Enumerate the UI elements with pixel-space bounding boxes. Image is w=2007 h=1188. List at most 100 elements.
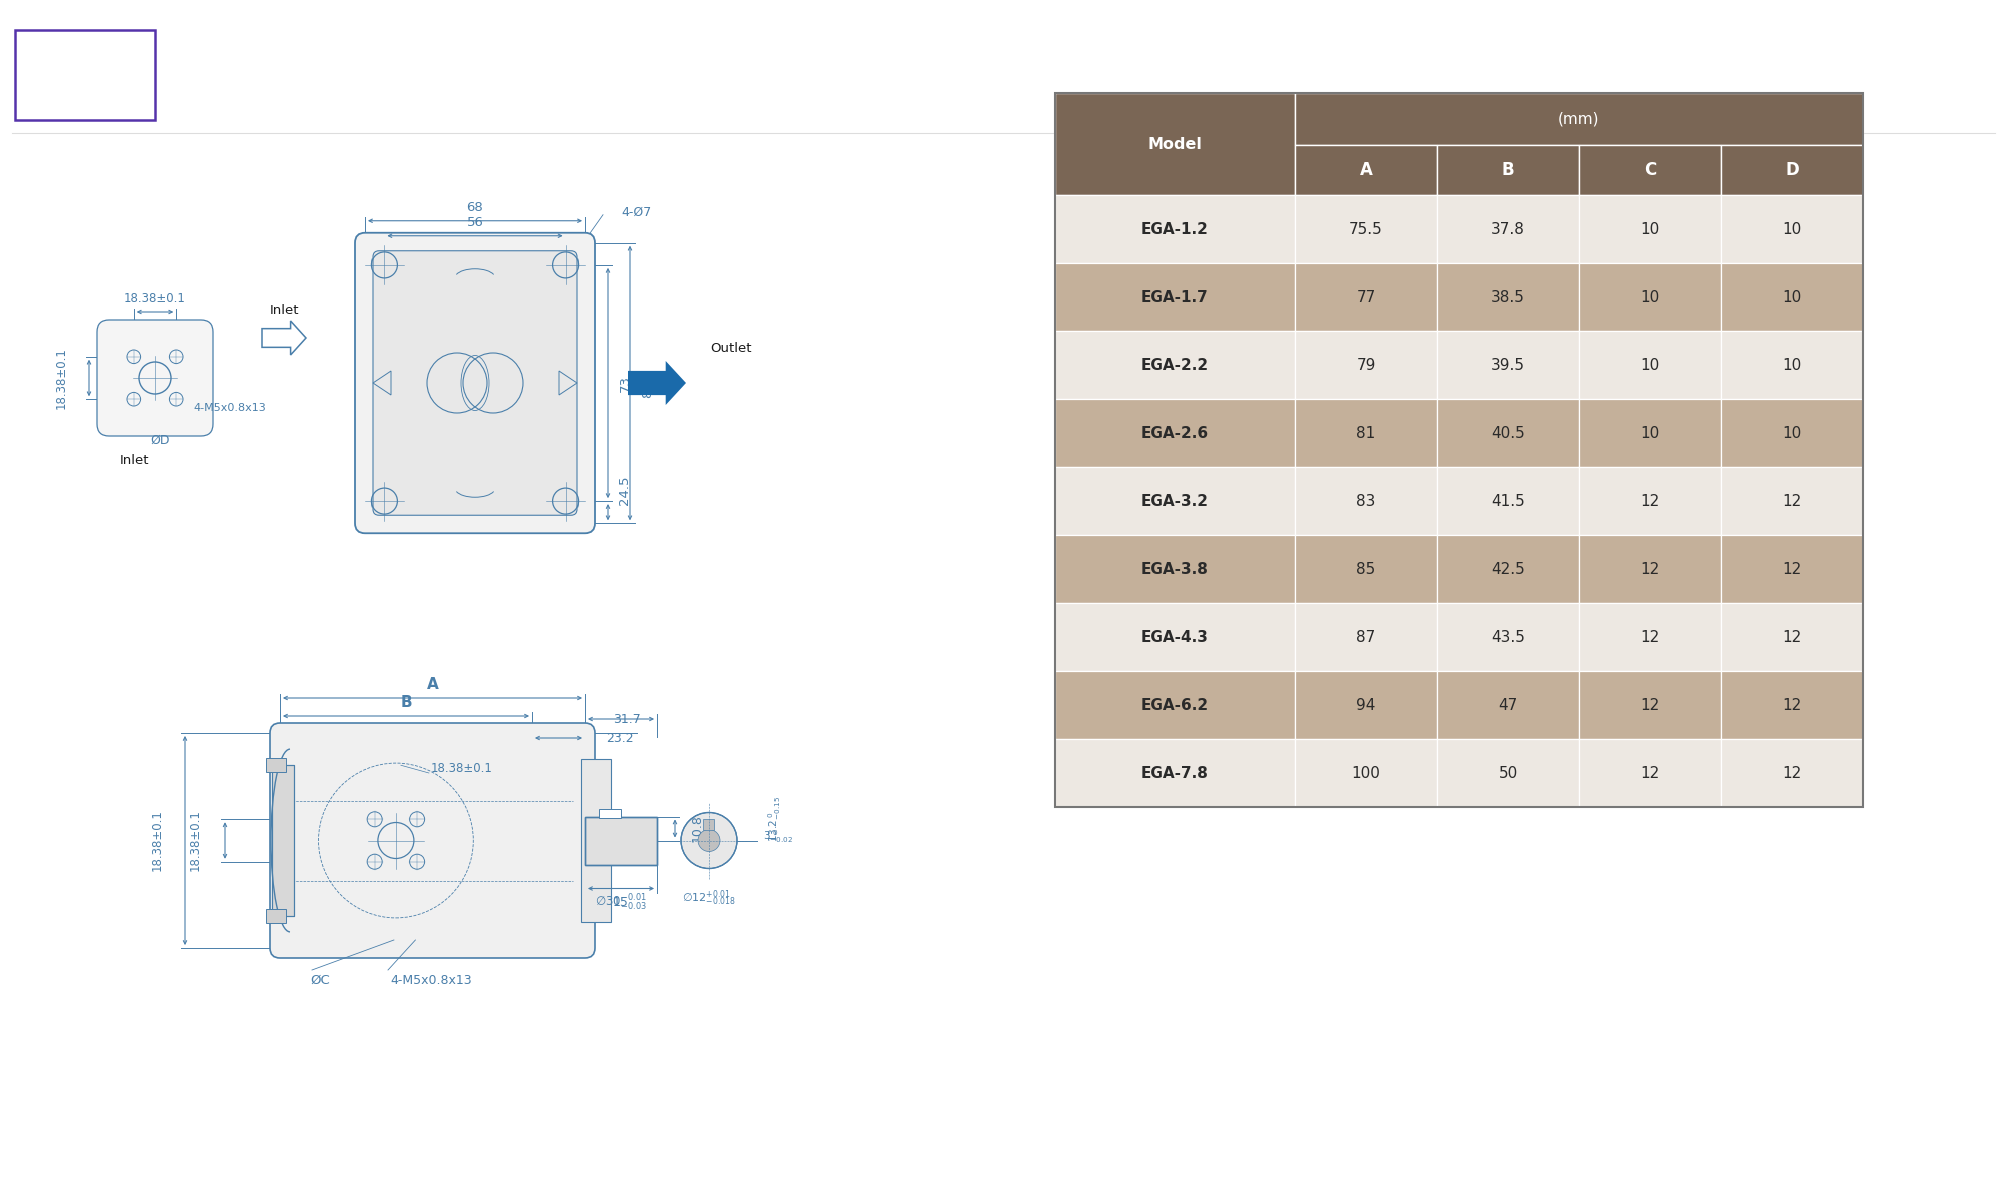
Bar [1437,145,1578,195]
Text: 39.5: 39.5 [1491,358,1523,373]
FancyBboxPatch shape [269,723,594,958]
Text: 47: 47 [1497,697,1517,713]
Bar [1054,263,1295,331]
Text: 4-M5x0.8x13: 4-M5x0.8x13 [193,403,265,413]
Text: 12: 12 [1782,630,1800,645]
Bar [1437,535,1578,604]
Text: ØD: ØD [151,434,169,447]
Bar [271,765,293,916]
Text: Inlet: Inlet [120,454,149,467]
Bar [265,909,285,923]
Text: Model: Model [1146,137,1202,152]
Text: 12: 12 [1640,630,1660,645]
Text: 4-M5x0.8x13: 4-M5x0.8x13 [389,973,472,986]
Bar [1054,739,1295,807]
Bar [1295,145,1437,195]
Bar [1578,467,1720,535]
Bar [1578,671,1720,739]
Bar [1295,604,1437,671]
Bar [1054,671,1295,739]
Bar [1437,263,1578,331]
Bar [1578,535,1720,604]
Bar [584,816,656,865]
Bar [1295,331,1437,399]
Bar [1054,467,1295,535]
Bar [1437,671,1578,739]
Bar [1720,399,1862,467]
Bar [580,759,610,922]
Text: 10: 10 [1782,358,1800,373]
Text: 10: 10 [1640,358,1660,373]
Text: 12: 12 [1640,697,1660,713]
Text: 10: 10 [1640,425,1660,441]
Bar [1295,93,1862,145]
Text: A: A [425,676,438,691]
Text: 18.38±0.1: 18.38±0.1 [432,762,492,775]
Text: 37.8: 37.8 [1491,221,1523,236]
Bar [1720,671,1862,739]
Bar [271,765,293,916]
Text: EGA-1.7: EGA-1.7 [1140,290,1208,304]
Text: 38.5: 38.5 [1491,290,1523,304]
Text: (mm): (mm) [1557,112,1600,126]
Bar [1054,93,1862,807]
Text: 12: 12 [1782,562,1800,576]
Text: EGA-7.8: EGA-7.8 [1140,765,1208,781]
Text: 94: 94 [1355,697,1375,713]
Text: C: C [1644,162,1656,179]
Text: 13.2$^{\ 0}_{-0.15}$: 13.2$^{\ 0}_{-0.15}$ [767,796,783,841]
Circle shape [698,829,721,852]
Text: EGA-1.2: EGA-1.2 [1140,221,1208,236]
Bar [1720,467,1862,535]
Text: 12: 12 [1640,493,1660,508]
Circle shape [680,813,737,868]
Text: EGA-3.2: EGA-3.2 [1140,493,1208,508]
Bar [1578,739,1720,807]
Bar [1437,604,1578,671]
Bar [1720,739,1862,807]
Text: 50: 50 [1497,765,1517,781]
Bar [1054,535,1295,604]
Text: 79: 79 [1355,358,1375,373]
Bar [1578,195,1720,263]
Text: 18.38±0.1: 18.38±0.1 [189,809,201,872]
Text: 12: 12 [1640,562,1660,576]
Text: ØC: ØC [309,973,329,986]
FancyBboxPatch shape [373,251,576,516]
Bar [1578,331,1720,399]
Text: 10: 10 [1640,221,1660,236]
Text: 56: 56 [466,216,484,229]
Text: 43.5: 43.5 [1491,630,1523,645]
Text: EGA-6.2: EGA-6.2 [1140,697,1208,713]
Text: A: A [1359,162,1371,179]
Bar [1720,535,1862,604]
Bar [1295,467,1437,535]
Bar [1295,535,1437,604]
Bar [1720,331,1862,399]
Text: 12: 12 [1782,765,1800,781]
Text: 18.38±0.1: 18.38±0.1 [151,809,163,872]
Text: 3$^{\ 0}_{-0.02}$: 3$^{\ 0}_{-0.02}$ [763,828,793,845]
FancyBboxPatch shape [96,320,213,436]
Text: 100: 100 [1351,765,1379,781]
Text: 77: 77 [1355,290,1375,304]
Bar [1054,604,1295,671]
Bar [1295,399,1437,467]
Bar [1720,145,1862,195]
Bar [1578,145,1720,195]
Text: 12: 12 [1782,697,1800,713]
Text: B: B [1501,162,1513,179]
Bar [1578,604,1720,671]
Text: EGA-2.6: EGA-2.6 [1140,425,1208,441]
Text: 23.2: 23.2 [606,732,634,745]
Bar [1437,739,1578,807]
Text: 12: 12 [1640,765,1660,781]
Text: 10: 10 [1782,290,1800,304]
Text: EGA: EGA [50,61,120,89]
Bar [1054,331,1295,399]
Bar [1578,263,1720,331]
Bar [1578,399,1720,467]
Text: 86.7: 86.7 [640,368,654,398]
Text: 85: 85 [1355,562,1375,576]
Text: $\varnothing$30$^{-0.01}_{-0.03}$: $\varnothing$30$^{-0.01}_{-0.03}$ [594,892,646,912]
